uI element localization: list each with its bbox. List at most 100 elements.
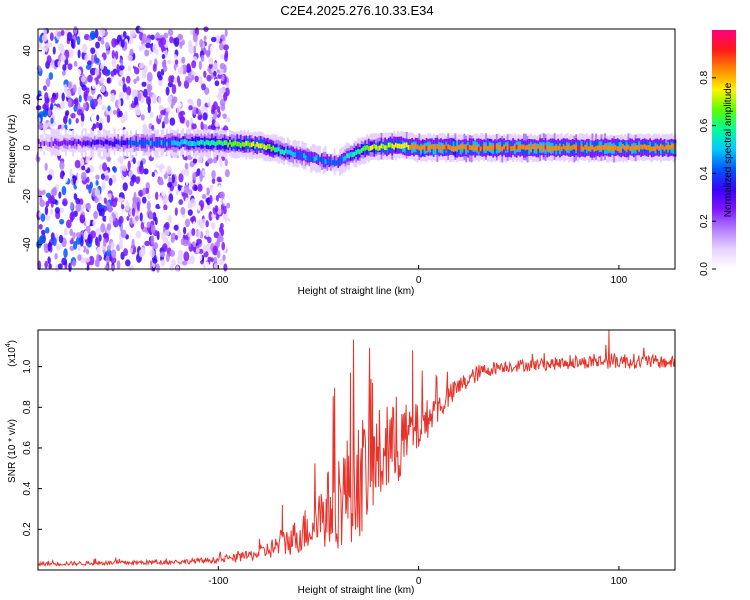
spectrogram-noise-speck bbox=[212, 101, 218, 111]
spectrogram-ridge-cell bbox=[373, 143, 376, 149]
spectrogram-noise-speck bbox=[37, 42, 42, 49]
spectrogram-noise-speck bbox=[99, 26, 106, 37]
spectrogram-ridge-cell bbox=[214, 136, 217, 147]
colorbar-tick-label: 0.4 bbox=[699, 166, 710, 180]
spectrogram-ridge-cell bbox=[490, 145, 493, 151]
spectrogram-ridge-cell bbox=[205, 139, 208, 145]
spectrogram-ridge-cell bbox=[441, 144, 444, 150]
spectrogram-ridge-cell bbox=[578, 146, 581, 152]
spectrogram-noise-speck bbox=[196, 238, 202, 245]
spectrogram-noise-speck bbox=[177, 230, 182, 239]
spectrogram-noise-speck bbox=[132, 157, 136, 165]
spectrogram-noise-speck bbox=[163, 65, 168, 72]
spectrogram-noise-speck bbox=[90, 230, 96, 239]
spectrogram-noise-speck bbox=[74, 97, 79, 108]
spectrogram-ridge-cell bbox=[68, 139, 71, 145]
spectrogram-noise-speck bbox=[164, 229, 170, 237]
spectrogram-ridge-cell bbox=[295, 151, 298, 157]
spectrogram-noise-speck bbox=[56, 106, 61, 117]
spectrogram-noise-speck bbox=[52, 236, 57, 247]
spectrogram-ridge-cell bbox=[185, 139, 188, 145]
spectrogram-ridge-cell bbox=[182, 139, 185, 145]
spectrogram-noise-speck bbox=[113, 166, 117, 173]
spectrogram-noise-speck bbox=[158, 96, 162, 105]
spectrogram-noise-speck bbox=[63, 248, 68, 259]
spectrogram-noise-speck bbox=[85, 64, 92, 70]
spectrogram-noise-speck bbox=[193, 185, 198, 192]
spectrogram-noise-speck bbox=[197, 114, 203, 121]
spectrogram-ridge-cell bbox=[450, 146, 453, 152]
spectrogram-ridge-cell bbox=[348, 153, 351, 159]
spectrogram-noise-speck bbox=[179, 115, 185, 124]
spectrogram-ridge-cell bbox=[414, 143, 417, 149]
spectrogram-x-axis-label: Height of straight line (km) bbox=[298, 286, 415, 297]
spectrogram-noise-speck bbox=[50, 102, 54, 111]
spectrogram-noise-speck bbox=[52, 186, 57, 197]
spectrogram-ridge-cell bbox=[303, 153, 306, 158]
spectrogram-ridge-cell bbox=[84, 141, 87, 147]
spectrogram-noise-speck bbox=[217, 94, 223, 101]
spectrogram-ridge-cell bbox=[650, 146, 653, 152]
spectrogram-noise-speck bbox=[48, 162, 55, 169]
spectrogram-noise-speck bbox=[59, 160, 65, 170]
spectrogram-ridge-cell bbox=[656, 144, 659, 150]
snr-y-tick-label: 0.4 bbox=[22, 481, 33, 495]
spectrogram-ridge-cell bbox=[129, 140, 132, 146]
spectrogram-noise-speck bbox=[212, 186, 217, 196]
spectrogram-noise-speck bbox=[58, 207, 65, 214]
spectrogram-noise-speck bbox=[100, 223, 106, 233]
spectrogram-noise-speck bbox=[181, 260, 188, 266]
spectrogram-ridge-cell bbox=[472, 144, 475, 150]
spectrogram-noise-speck bbox=[161, 53, 166, 60]
spectrogram-ridge-cell bbox=[672, 144, 675, 149]
spectrogram-noise-speck bbox=[117, 98, 122, 108]
spectrogram-noise-speck bbox=[158, 197, 163, 208]
spectrogram-noise-speck bbox=[177, 33, 184, 41]
spectrogram-ridge-cell bbox=[589, 145, 592, 151]
spectrogram-noise-speck bbox=[126, 75, 131, 84]
spectrogram-noise-speck bbox=[126, 86, 132, 96]
spectrogram-noise-speck bbox=[219, 87, 226, 95]
spectrogram-ridge-cell bbox=[506, 144, 509, 150]
spectrogram-ridge-cell bbox=[542, 146, 545, 152]
spectrogram-ridge-cell bbox=[550, 146, 553, 152]
spectrogram-ridge-cell bbox=[317, 155, 320, 161]
colorbar-label: Normalized spectral amplitude bbox=[723, 82, 734, 217]
spectrogram-noise-speck bbox=[222, 198, 228, 204]
spectrogram-noise-speck bbox=[95, 41, 100, 49]
spectrogram-noise-speck bbox=[63, 83, 68, 93]
spectrogram-noise-speck bbox=[95, 180, 99, 186]
spectrogram-noise-speck bbox=[183, 79, 190, 89]
spectrogram-ridge-cell bbox=[431, 144, 434, 150]
spectrogram-noise-speck bbox=[224, 29, 228, 37]
figure-title: C2E4.2025.276.10.33.E34 bbox=[280, 3, 433, 18]
snr-x-ticks: -100 0 100 bbox=[208, 566, 628, 587]
spectrogram-noise-speck bbox=[100, 208, 105, 217]
spectrogram-ridge-cell bbox=[321, 157, 324, 163]
spectrogram-ridge-cell bbox=[548, 146, 551, 152]
spectrogram-x-ticks: -100 0 100 bbox=[208, 265, 628, 286]
spectrogram-noise-speck bbox=[94, 188, 101, 198]
spectrogram-noise-speck bbox=[35, 105, 42, 111]
spectrogram-ridge-cell bbox=[400, 144, 403, 149]
spectrogram-noise-speck bbox=[122, 83, 127, 93]
spectrogram-noise-speck bbox=[219, 222, 224, 230]
spectrogram-noise-speck bbox=[129, 30, 136, 37]
snr-x-tick-label: 0 bbox=[416, 576, 422, 587]
spectrogram-ridge-cell bbox=[45, 140, 48, 146]
spectrogram-noise-speck bbox=[39, 195, 43, 203]
spectrogram-noise-speck bbox=[189, 181, 194, 187]
spectrogram-ridge-cell bbox=[461, 144, 464, 149]
spectrogram-noise-speck bbox=[197, 219, 202, 226]
colorbar-tick-label: 0.0 bbox=[699, 262, 710, 276]
spectrogram-ridge-cell bbox=[330, 158, 333, 164]
spectrogram-ridge-cell bbox=[225, 140, 228, 146]
snr-x-tick-label: -100 bbox=[208, 576, 228, 587]
spectrogram-noise-speck bbox=[59, 218, 65, 225]
spectrogram-noise-speck bbox=[68, 262, 72, 273]
spectrogram-noise-speck bbox=[222, 254, 226, 262]
spectrogram-noise-speck bbox=[181, 56, 186, 64]
spectrogram-noise-speck bbox=[38, 224, 43, 230]
spectrogram-noise-speck bbox=[178, 199, 184, 205]
spectrogram-ridge-cell bbox=[598, 144, 601, 150]
